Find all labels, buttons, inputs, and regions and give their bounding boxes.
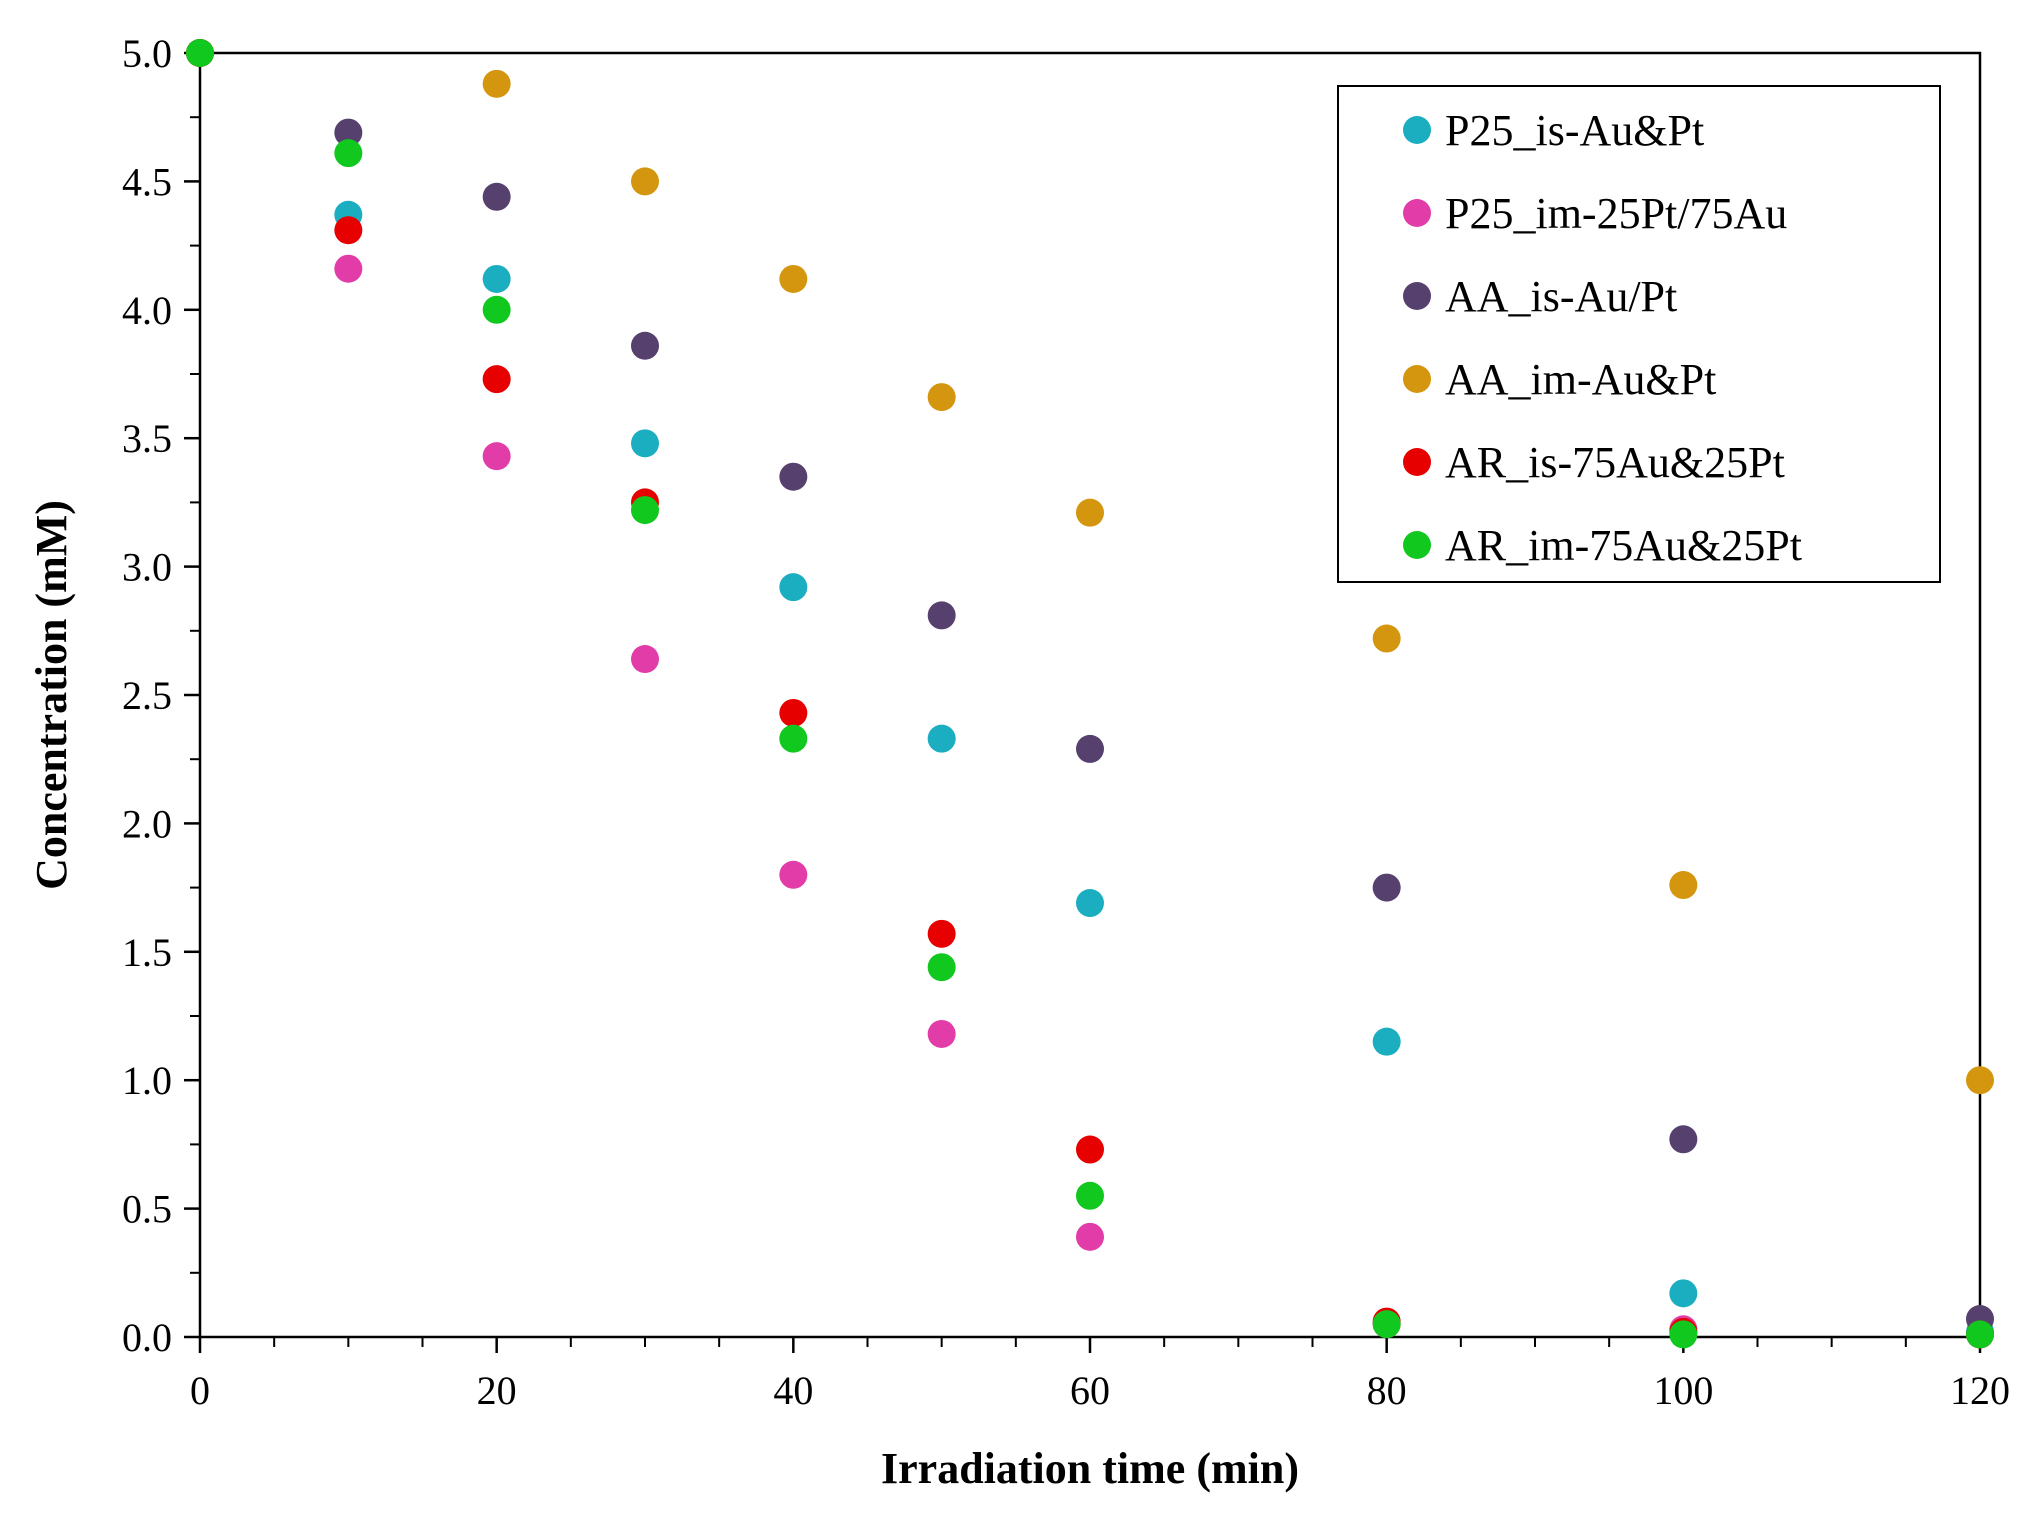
- y-tick-label: 4.0: [122, 288, 172, 333]
- x-tick-label: 100: [1653, 1368, 1713, 1413]
- y-tick-label: 1.5: [122, 930, 172, 975]
- y-tick-label: 4.5: [122, 159, 172, 204]
- data-point: [1076, 498, 1104, 527]
- data-point: [1372, 624, 1401, 653]
- data-point: [482, 365, 511, 394]
- y-axis-title: Concentration (mM): [27, 500, 76, 890]
- data-point: [927, 919, 956, 948]
- data-point: [927, 383, 956, 412]
- x-tick-label: 40: [773, 1368, 813, 1413]
- data-point: [334, 254, 363, 283]
- y-tick-label: 3.0: [122, 545, 172, 590]
- data-point: [1372, 1310, 1401, 1339]
- y-tick-label: 0.0: [122, 1315, 172, 1360]
- data-point: [1669, 1125, 1698, 1154]
- data-point: [1372, 1027, 1401, 1056]
- legend-label: AA_im-Au&Pt: [1445, 355, 1716, 404]
- series-5: [186, 39, 1994, 1349]
- data-point: [1372, 873, 1401, 902]
- data-point: [1076, 734, 1104, 763]
- data-point: [482, 69, 511, 98]
- data-points: [186, 39, 1994, 1349]
- data-point: [334, 216, 363, 245]
- data-point: [779, 724, 808, 753]
- data-point: [334, 139, 363, 168]
- legend: P25_is-Au&Pt P25_im-25Pt/75Au AA_is-Au/Pt A…: [1337, 85, 1941, 583]
- data-point: [927, 1019, 956, 1048]
- legend-label: AA_is-Au/Pt: [1445, 272, 1677, 321]
- data-point: [482, 182, 511, 211]
- legend-label: P25_im-25Pt/75Au: [1445, 189, 1787, 238]
- data-point: [334, 118, 363, 147]
- legend-marker: [1403, 531, 1431, 559]
- legend-marker: [1403, 116, 1431, 144]
- data-point: [482, 295, 511, 324]
- data-point: [1669, 1320, 1698, 1349]
- data-point: [1966, 1320, 1994, 1349]
- data-point: [1669, 871, 1698, 900]
- legend-marker: [1403, 282, 1431, 310]
- y-tick-label: 1.0: [122, 1058, 172, 1103]
- legend-label: P25_is-Au&Pt: [1445, 106, 1704, 155]
- data-point: [631, 645, 659, 674]
- data-point: [631, 331, 659, 360]
- data-point: [779, 573, 808, 602]
- data-point: [1076, 1181, 1104, 1210]
- legend-label: AR_is-75Au&25Pt: [1445, 438, 1785, 487]
- legend-box: [1337, 85, 1941, 583]
- legend-marker: [1403, 448, 1431, 476]
- data-point: [927, 953, 956, 982]
- legend-label: AR_im-75Au&25Pt: [1445, 521, 1802, 570]
- data-point: [631, 496, 659, 525]
- data-point: [482, 442, 511, 471]
- x-tick-label: 20: [477, 1368, 517, 1413]
- x-tick-label: 0: [190, 1368, 210, 1413]
- x-tick-label: 80: [1367, 1368, 1407, 1413]
- data-point: [1669, 1279, 1698, 1308]
- data-point: [927, 724, 956, 753]
- legend-marker: [1403, 199, 1431, 227]
- y-tick-label: 2.5: [122, 673, 172, 718]
- data-point: [1966, 1066, 1994, 1095]
- x-tick-label: 120: [1950, 1368, 2010, 1413]
- y-tick-label: 0.5: [122, 1187, 172, 1232]
- data-point: [779, 860, 808, 889]
- axis-ticks: [184, 51, 1982, 1353]
- x-axis-title: Irradiation time (min): [881, 1444, 1299, 1493]
- data-point: [1076, 889, 1104, 918]
- x-tick-label: 60: [1070, 1368, 1110, 1413]
- data-point: [186, 39, 214, 67]
- y-tick-label: 2.0: [122, 801, 172, 846]
- data-point: [927, 601, 956, 630]
- data-point: [1076, 1135, 1104, 1164]
- data-point: [779, 462, 808, 491]
- data-point: [631, 429, 659, 458]
- axis-tick-labels: 0 20 40 60 80 100 120 0.0 0.5 1.0 1.5 2.0 2.5 3.0 3.5 4…: [122, 31, 2010, 1413]
- data-point: [482, 264, 511, 293]
- data-point: [779, 264, 808, 293]
- y-tick-label: 5.0: [122, 31, 172, 76]
- y-tick-label: 3.5: [122, 416, 172, 461]
- data-point: [779, 698, 808, 727]
- legend-marker: [1403, 365, 1431, 393]
- data-point: [631, 167, 659, 196]
- data-point: [1076, 1222, 1104, 1251]
